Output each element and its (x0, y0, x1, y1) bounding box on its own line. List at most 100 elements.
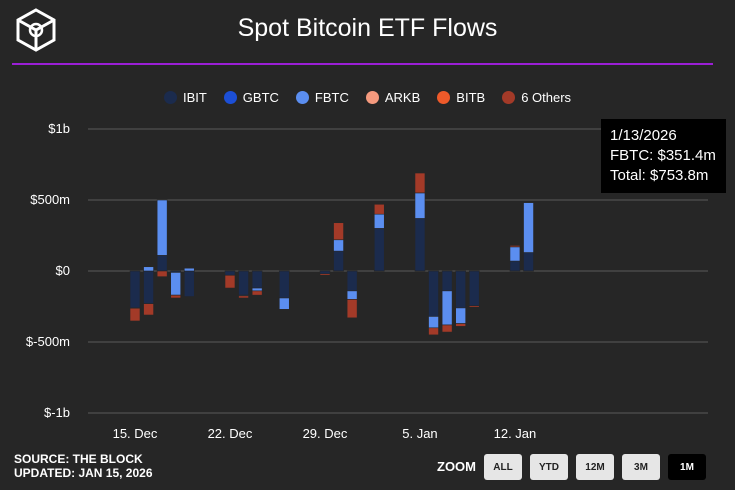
bar-segment-6-others (333, 222, 344, 241)
x-tick-label: 29. Dec (303, 426, 348, 441)
legend-dot-bitb (437, 91, 451, 104)
bar-segment-ibit (441, 270, 453, 292)
legend-dot-ibit (163, 91, 177, 104)
title-divider (12, 63, 713, 65)
bar-segment-6-others (414, 172, 426, 194)
bar-segment-6-others (455, 323, 466, 327)
updated-line: UPDATED: JAN 15, 2026 (14, 466, 153, 480)
bar-segment-ibit (346, 270, 358, 292)
legend-dot-others (502, 91, 516, 104)
legend-label-bitb: BITB (456, 90, 486, 105)
y-tick-label: $-1b (44, 405, 70, 420)
bar-segment-fbtc (156, 199, 168, 256)
bar-segment-ibit (278, 270, 290, 299)
bar-segment-ibit (183, 270, 195, 297)
x-axis-labels: 15. Dec 22. Dec 29. Dec 5. Jan 12. Jan (113, 426, 537, 441)
bar-segment-ibit (143, 270, 154, 304)
bar-segment-fbtc (170, 272, 182, 296)
tooltip-fbtc: FBTC: $351.4m (610, 147, 716, 164)
bars (129, 172, 534, 336)
bar-segment-fbtc (509, 246, 521, 262)
chart-legend: IBIT GBTC FBTC ARKB BITB 6 Others (0, 90, 735, 105)
bar-segment-ibit (509, 260, 521, 272)
bar-segment-6-others (441, 324, 453, 333)
bar-segment-6-others (156, 270, 168, 277)
bar-segment-fbtc (428, 316, 439, 329)
tooltip-total: Total: $753.8m (610, 167, 709, 184)
zoom-1m-button[interactable]: 1M (668, 454, 706, 480)
bar-segment-ibit (373, 228, 385, 272)
legend-label-fbtc: FBTC (314, 90, 349, 105)
zoom-12m-button[interactable]: 12M (576, 454, 614, 480)
y-axis-labels: $-1b $-500m $0 $500m $1b (26, 121, 70, 420)
zoom-3m-button[interactable]: 3M (622, 454, 660, 480)
bar-segment-ibit (156, 255, 168, 272)
legend-item-bitb[interactable]: BITB (437, 90, 485, 105)
bar-segment-6-others (428, 327, 439, 336)
legend-item-gbtc[interactable]: GBTC (223, 90, 279, 105)
zoom-ytd-button[interactable]: YTD (530, 454, 568, 480)
bar-segment-ibit (468, 270, 480, 307)
y-tick-label: $0 (56, 263, 70, 278)
bar-segment-fbtc (414, 192, 426, 219)
bar-segment-ibit (414, 218, 426, 272)
chart-tooltip: 1/13/2026 FBTC: $351.4m Total: $753.8m (601, 119, 726, 193)
x-tick-label: 12. Jan (494, 426, 537, 441)
legend-label-ibit: IBIT (182, 90, 207, 105)
bar-segment-ibit (224, 270, 236, 276)
x-tick-label: 15. Dec (113, 426, 158, 441)
chart-title: Spot Bitcoin ETF Flows (237, 14, 498, 42)
bar-segment-ibit (333, 250, 344, 272)
legend-label-gbtc: GBTC (242, 90, 279, 105)
legend-label-arkb: ARKB (384, 90, 421, 105)
bar-segment-fbtc (333, 239, 344, 252)
bar-segment-fbtc (251, 287, 263, 292)
bar-segment-6-others (373, 203, 385, 215)
bar-segment-ibit (319, 270, 331, 275)
legend-dot-gbtc (223, 91, 237, 104)
zoom-all-button[interactable]: ALL (484, 454, 522, 480)
bar-segment-ibit (129, 270, 141, 309)
bar-segment-6-others (224, 274, 236, 289)
source-note: SOURCE: THE BLOCK UPDATED: JAN 15, 2026 (14, 452, 153, 480)
bar-segment-ibit (428, 270, 439, 317)
bar-segment-fbtc (455, 307, 466, 324)
bar-segment-6-others (170, 294, 182, 299)
bar-segment-fbtc (278, 297, 290, 310)
legend-dot-fbtc (295, 91, 309, 104)
bar-segment-6-others (238, 295, 249, 299)
y-tick-label: $500m (30, 192, 70, 207)
bar-segment-6-others (319, 273, 331, 276)
bar-segment-fbtc (143, 266, 154, 272)
bar-segment-6-others (143, 303, 154, 316)
bar-segment-fbtc (373, 213, 385, 229)
bar-segment-ibit (251, 270, 263, 289)
bar-segment-fbtc (183, 267, 195, 272)
y-tick-label: $-500m (26, 334, 70, 349)
bar-segment-fbtc (346, 290, 358, 300)
bar-segment-6-others (468, 305, 480, 308)
x-tick-label: 5. Jan (402, 426, 437, 441)
legend-item-arkb[interactable]: ARKB (365, 90, 421, 105)
legend-dot-arkb (365, 91, 379, 104)
the-block-logo (16, 8, 56, 52)
source-line: SOURCE: THE BLOCK (14, 452, 143, 466)
bar-segment-6-others (346, 299, 358, 319)
y-tick-label: $1b (48, 121, 70, 136)
bar-segment-fbtc (441, 290, 453, 326)
bar-segment-ibit (523, 252, 534, 272)
zoom-label: ZOOM (437, 459, 476, 474)
tooltip-date: 1/13/2026 (610, 127, 677, 144)
bar-segment-6-others (509, 245, 521, 248)
bar-segment-ibit (238, 270, 249, 296)
legend-item-ibit[interactable]: IBIT (163, 90, 207, 105)
legend-label-others: 6 Others (521, 90, 572, 105)
bar-segment-6-others (251, 290, 263, 296)
x-tick-label: 22. Dec (208, 426, 253, 441)
bar-segment-6-others (129, 307, 141, 322)
legend-item-fbtc[interactable]: FBTC (295, 90, 349, 105)
bar-segment-fbtc (523, 202, 534, 253)
bar-segment-ibit (455, 270, 466, 309)
legend-item-others[interactable]: 6 Others (502, 90, 571, 105)
